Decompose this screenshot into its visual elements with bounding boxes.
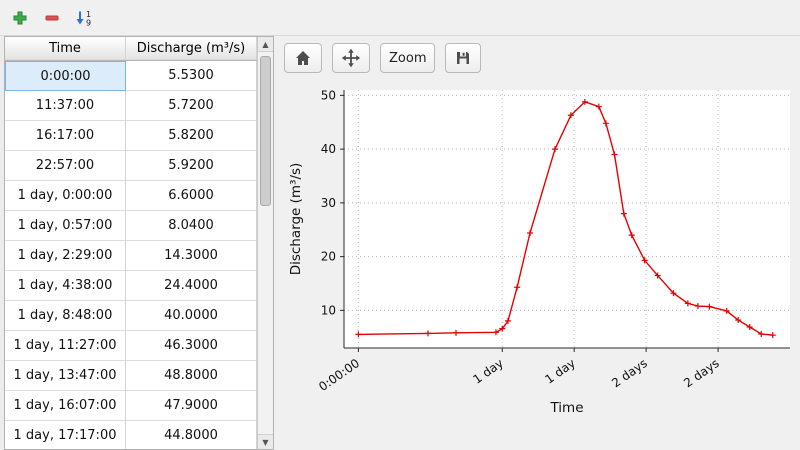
svg-text:1 day: 1 day	[470, 356, 505, 387]
time-cell[interactable]: 1 day, 17:17:00	[5, 421, 126, 449]
time-cell[interactable]: 0:00:00	[5, 61, 126, 91]
pan-button[interactable]	[332, 43, 370, 73]
table-row[interactable]: 1 day, 0:57:00 8.0400	[5, 211, 257, 241]
discharge-cell[interactable]: 46.3000	[126, 331, 257, 361]
table-row[interactable]: 1 day, 0:00:00 6.6000	[5, 181, 257, 211]
remove-icon	[45, 15, 59, 20]
svg-text:30: 30	[321, 196, 336, 210]
discharge-cell[interactable]: 47.9000	[126, 391, 257, 421]
discharge-cell[interactable]: 40.0000	[126, 301, 257, 331]
time-cell[interactable]: 1 day, 2:29:00	[5, 241, 126, 271]
discharge-cell[interactable]: 14.3000	[126, 241, 257, 271]
table-row[interactable]: 0:00:00 5.5300	[5, 61, 257, 91]
discharge-cell[interactable]: 5.8200	[126, 121, 257, 151]
table-row[interactable]: 1 day, 11:27:00 46.3000	[5, 331, 257, 361]
sort-rows-button[interactable]: 1 9	[70, 4, 98, 32]
svg-text:40: 40	[321, 142, 336, 156]
main-toolbar: 1 9	[0, 0, 800, 36]
table-row[interactable]: 1 day, 17:17:00 44.8000	[5, 421, 257, 449]
time-cell[interactable]: 22:57:00	[5, 151, 126, 181]
time-cell[interactable]: 1 day, 4:38:00	[5, 271, 126, 301]
svg-text:10: 10	[321, 303, 336, 317]
time-cell[interactable]: 1 day, 0:00:00	[5, 181, 126, 211]
table-row[interactable]: 1 day, 13:47:00 48.8000	[5, 361, 257, 391]
home-button[interactable]	[284, 43, 322, 73]
svg-text:20: 20	[321, 250, 336, 264]
table-row[interactable]: 1 day, 4:38:00 24.4000	[5, 271, 257, 301]
chart-toolbar: Zoom	[284, 40, 800, 76]
table-row[interactable]: 1 day, 2:29:00 14.3000	[5, 241, 257, 271]
discharge-cell[interactable]: 6.6000	[126, 181, 257, 211]
add-row-button[interactable]	[6, 4, 34, 32]
chart-area: 10 20 30 40 50 0:00:00 1 day 1 day 2 days 2 days T…	[284, 76, 800, 450]
discharge-hydrograph-chart[interactable]: 10 20 30 40 50 0:00:00 1 day 1 day 2 days 2 days T…	[284, 76, 800, 442]
svg-text:Time: Time	[549, 400, 583, 416]
table-row[interactable]: 1 day, 8:48:00 40.0000	[5, 301, 257, 331]
save-icon	[457, 52, 470, 64]
svg-text:2 days: 2 days	[681, 356, 722, 390]
content-area: Time Discharge (m³/s) 0:00:00 5.5300 11:37…	[0, 36, 800, 450]
table-header: Time Discharge (m³/s)	[5, 37, 257, 61]
time-cell[interactable]: 1 day, 8:48:00	[5, 301, 126, 331]
table-scrollbar[interactable]: ▲ ▼	[257, 37, 273, 449]
time-series-table: Time Discharge (m³/s) 0:00:00 5.5300 11:37…	[5, 37, 257, 449]
discharge-cell[interactable]: 5.7200	[126, 91, 257, 121]
svg-text:0:00:00: 0:00:00	[316, 356, 362, 394]
svg-text:2 days: 2 days	[609, 356, 650, 390]
scrollbar-up-arrow-icon[interactable]: ▲	[258, 37, 273, 52]
column-header-time[interactable]: Time	[5, 37, 126, 60]
chart-panel: Zoom 10 20 30 40 50 0:00:00 1 day 1 day 2 days 2 …	[274, 36, 800, 450]
scrollbar-thumb[interactable]	[260, 56, 271, 206]
zoom-button[interactable]: Zoom	[380, 43, 436, 73]
discharge-cell[interactable]: 44.8000	[126, 421, 257, 449]
column-header-discharge[interactable]: Discharge (m³/s)	[126, 37, 257, 60]
svg-text:50: 50	[321, 88, 336, 102]
time-cell[interactable]: 1 day, 0:57:00	[5, 211, 126, 241]
time-cell[interactable]: 11:37:00	[5, 91, 126, 121]
add-icon	[13, 11, 27, 24]
scrollbar-down-arrow-icon[interactable]: ▼	[258, 434, 273, 449]
zoom-button-label: Zoom	[389, 50, 427, 66]
home-icon	[296, 51, 310, 65]
discharge-cell[interactable]: 5.9200	[126, 151, 257, 181]
time-cell[interactable]: 1 day, 16:07:00	[5, 391, 126, 421]
svg-text:Discharge (m³/s): Discharge (m³/s)	[288, 163, 304, 276]
discharge-cell[interactable]: 24.4000	[126, 271, 257, 301]
discharge-cell[interactable]: 8.0400	[126, 211, 257, 241]
table-row[interactable]: 1 day, 16:07:00 47.9000	[5, 391, 257, 421]
svg-text:1: 1	[86, 10, 91, 19]
remove-row-button[interactable]	[38, 4, 66, 32]
discharge-cell[interactable]: 5.5300	[126, 61, 257, 91]
time-cell[interactable]: 1 day, 11:27:00	[5, 331, 126, 361]
svg-text:1 day: 1 day	[542, 356, 577, 387]
table-row[interactable]: 22:57:00 5.9200	[5, 151, 257, 181]
time-series-table-panel: Time Discharge (m³/s) 0:00:00 5.5300 11:37…	[4, 36, 274, 450]
pan-icon	[341, 48, 361, 68]
discharge-cell[interactable]: 48.8000	[126, 361, 257, 391]
time-cell[interactable]: 1 day, 13:47:00	[5, 361, 126, 391]
save-button[interactable]	[445, 43, 482, 73]
sort-numeric-ascending-icon: 1 9	[76, 10, 91, 27]
table-row[interactable]: 16:17:00 5.8200	[5, 121, 257, 151]
svg-text:9: 9	[86, 18, 91, 27]
table-row[interactable]: 11:37:00 5.7200	[5, 91, 257, 121]
table-body: 0:00:00 5.5300 11:37:00 5.7200 16:17:00 5.820…	[5, 61, 257, 449]
time-cell[interactable]: 16:17:00	[5, 121, 126, 151]
